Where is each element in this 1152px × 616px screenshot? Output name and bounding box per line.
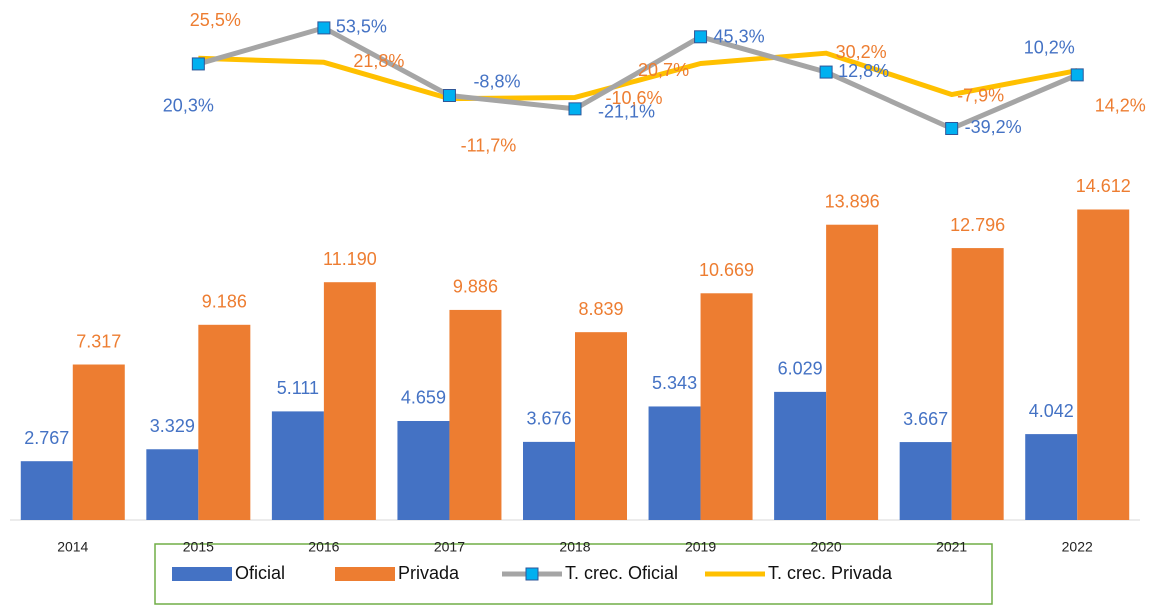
bar (72, 364, 125, 520)
legend-swatch (172, 567, 232, 581)
line-value-label: 20,3% (163, 96, 214, 116)
x-tick-label: 2018 (559, 539, 590, 555)
bar-value-label: 3.329 (150, 416, 195, 436)
legend-marker (525, 567, 539, 581)
legend-label: Privada (398, 563, 460, 583)
legend-label: Oficial (235, 563, 285, 583)
bar-value-label: 9.886 (453, 277, 498, 297)
line-value-label: -21,1% (598, 102, 655, 122)
bar (1025, 434, 1078, 520)
line-value-label: -7,9% (957, 85, 1004, 105)
line-marker (317, 21, 331, 35)
line-value-label: 12,8% (838, 61, 889, 81)
bar-value-label: 10.669 (699, 260, 754, 280)
bar (951, 248, 1004, 520)
line-marker (945, 121, 959, 135)
bar-value-label: 7.317 (76, 331, 121, 351)
legend-label: T. crec. Oficial (565, 563, 678, 583)
bar (323, 282, 376, 520)
line-value-label: 20,7% (638, 60, 689, 80)
line-marker (191, 57, 205, 71)
x-tick-label: 2014 (57, 539, 88, 555)
bar-value-label: 6.029 (778, 359, 823, 379)
x-tick-label: 2016 (308, 539, 339, 555)
bar (146, 449, 199, 520)
line-value-label: 30,2% (836, 42, 887, 62)
x-tick-label: 2015 (183, 539, 214, 555)
line-value-label: 25,5% (190, 10, 241, 30)
x-tick-label: 2019 (685, 539, 716, 555)
legend-swatch (335, 567, 395, 581)
bar-value-label: 13.896 (825, 191, 880, 211)
bar (397, 420, 450, 520)
line-value-label: -10,6% (605, 88, 662, 108)
bar-value-label: 14.612 (1076, 176, 1131, 196)
bar-value-label: 3.676 (526, 409, 571, 429)
bar (899, 442, 952, 520)
line (198, 50, 1078, 102)
x-tick-label: 2017 (434, 539, 465, 555)
bar (700, 293, 753, 520)
bar-value-label: 3.667 (903, 409, 948, 429)
line-value-label: -8,8% (473, 71, 520, 91)
bar (774, 391, 827, 520)
line (197, 25, 1079, 131)
bar (449, 309, 502, 520)
bar-value-label: 4.042 (1029, 401, 1074, 421)
line-value-label: 45,3% (714, 27, 765, 47)
bar (826, 224, 879, 520)
line-marker (1070, 68, 1084, 82)
line-marker (442, 89, 456, 103)
bar (271, 411, 324, 520)
bar (20, 461, 73, 520)
bar-value-label: 11.190 (323, 249, 377, 269)
bar (198, 324, 251, 520)
bar (575, 332, 627, 520)
line-value-label: -11,7% (461, 135, 517, 155)
bar-value-label: 8.839 (578, 299, 623, 319)
legend-label: T. crec. Privada (768, 563, 893, 583)
x-tick-label: 2022 (1062, 539, 1093, 555)
bar-value-label: 2.767 (24, 428, 69, 448)
bar-value-label: 12.796 (950, 215, 1005, 235)
line-value-label: 10,2% (1024, 38, 1075, 58)
x-tick-label: 2020 (811, 539, 842, 555)
line-marker (568, 102, 582, 116)
line-value-label: 53,5% (336, 17, 387, 37)
bar (523, 441, 575, 520)
bar (1077, 209, 1130, 520)
x-tick-label: 2021 (936, 539, 967, 555)
bar-value-label: 9.186 (202, 292, 247, 312)
legend-box (154, 543, 993, 605)
bar-value-label: 5.111 (277, 378, 319, 398)
bar-value-label: 4.659 (401, 388, 446, 408)
line-value-label: 14,2% (1095, 95, 1146, 115)
line-value-label: -39,2% (965, 117, 1022, 137)
line-value-label: 21,8% (353, 51, 404, 71)
line-marker (694, 30, 708, 44)
bar (648, 406, 701, 520)
bar-value-label: 5.343 (652, 373, 697, 393)
line-marker (819, 65, 833, 79)
